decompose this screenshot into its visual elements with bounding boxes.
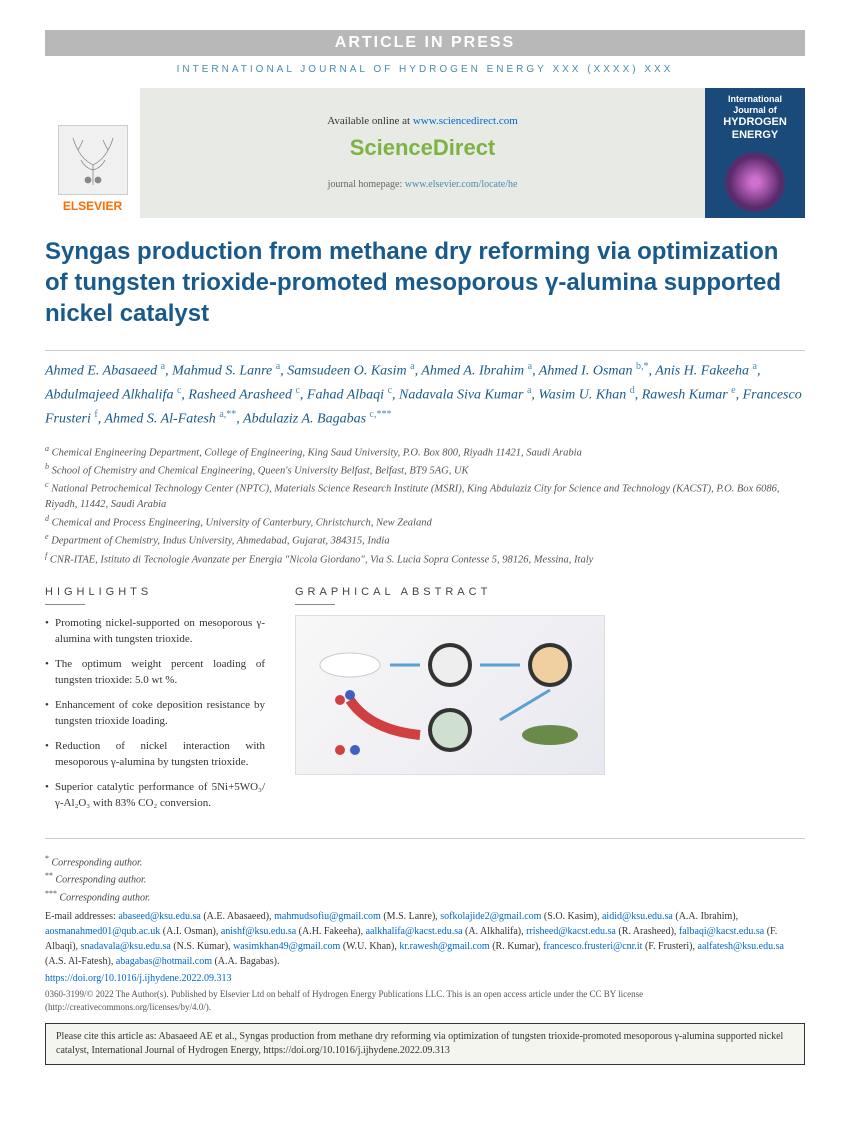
email-link[interactable]: aosmanahmed01@qub.ac.uk	[45, 926, 160, 937]
email-link[interactable]: aalkhalifa@kacst.edu.sa	[366, 926, 463, 937]
graphical-abstract-image	[295, 615, 605, 775]
corresponding-line: * Corresponding author.	[45, 853, 805, 870]
email-link[interactable]: abagabas@hotmail.com	[116, 956, 212, 967]
corresponding-line: ** Corresponding author.	[45, 870, 805, 887]
highlights-list: Promoting nickel-supported on mesoporous…	[45, 615, 265, 812]
homepage-prefix: journal homepage:	[328, 179, 405, 190]
affiliation-item: d Chemical and Process Engineering, Univ…	[45, 513, 805, 531]
author-list: Ahmed E. Abasaeed a, Mahmud S. Lanre a, …	[45, 359, 805, 431]
highlight-item: Promoting nickel-supported on mesoporous…	[45, 615, 265, 648]
doi-link[interactable]: https://doi.org/10.1016/j.ijhydene.2022.…	[45, 973, 805, 984]
affiliation-item: c National Petrochemical Technology Cent…	[45, 479, 805, 513]
title-divider	[45, 350, 805, 351]
footer-divider	[45, 838, 805, 839]
corresponding-authors: * Corresponding author.** Corresponding …	[45, 853, 805, 905]
article-in-press-banner: ARTICLE IN PRESS	[45, 30, 805, 56]
graphical-abstract-heading: GRAPHICAL ABSTRACT	[295, 586, 805, 598]
graphical-abstract-column: GRAPHICAL ABSTRACT	[295, 586, 805, 820]
highlights-column: HIGHLIGHTS Promoting nickel-supported on…	[45, 586, 265, 820]
journal-cover-thumbnail: International Journal of HYDROGEN ENERGY	[705, 88, 805, 218]
email-link[interactable]: aidid@ksu.edu.sa	[602, 911, 673, 922]
affiliation-item: b School of Chemistry and Chemical Engin…	[45, 461, 805, 479]
email-link[interactable]: rrisheed@kacst.edu.sa	[526, 926, 616, 937]
email-link[interactable]: francesco.frusteri@cnr.it	[543, 941, 642, 952]
email-link[interactable]: falbaqi@kacst.edu.sa	[679, 926, 764, 937]
corresponding-line: *** Corresponding author.	[45, 888, 805, 905]
affiliation-item: f CNR-ITAE, Istituto di Tecnologie Avanz…	[45, 550, 805, 568]
email-link[interactable]: sofkolajide2@gmail.com	[440, 911, 541, 922]
highlight-item: The optimum weight percent loading of tu…	[45, 656, 265, 689]
highlight-item: Reduction of nickel interaction with mes…	[45, 738, 265, 771]
affiliation-item: e Department of Chemistry, Indus Univers…	[45, 531, 805, 549]
cover-graphic	[725, 152, 785, 212]
email-link[interactable]: anishf@ksu.edu.sa	[221, 926, 296, 937]
available-prefix: Available online at	[327, 115, 413, 127]
homepage-url[interactable]: www.elsevier.com/locate/he	[405, 179, 518, 190]
elsevier-tree-icon	[58, 125, 128, 195]
highlights-rule	[45, 604, 85, 605]
affiliation-list: a Chemical Engineering Department, Colle…	[45, 443, 805, 568]
cover-title: International Journal of HYDROGEN ENERGY	[711, 94, 799, 142]
email-link[interactable]: mahmudsofiu@gmail.com	[274, 911, 381, 922]
available-online-text: Available online at www.sciencedirect.co…	[327, 115, 518, 127]
copyright-notice: 0360-3199/© 2022 The Author(s). Publishe…	[45, 988, 805, 1013]
citation-box: Please cite this article as: Abasaeed AE…	[45, 1023, 805, 1065]
sciencedirect-url[interactable]: www.sciencedirect.com	[413, 115, 518, 127]
sciencedirect-panel: Available online at www.sciencedirect.co…	[140, 88, 705, 218]
journal-citation-line: INTERNATIONAL JOURNAL OF HYDROGEN ENERGY…	[45, 56, 805, 83]
email-link[interactable]: aalfatesh@ksu.edu.sa	[698, 941, 784, 952]
highlights-heading: HIGHLIGHTS	[45, 586, 265, 598]
email-link[interactable]: snadavala@ksu.edu.sa	[81, 941, 171, 952]
email-addresses: E-mail addresses: abaseed@ksu.edu.sa (A.…	[45, 909, 805, 969]
affiliation-item: a Chemical Engineering Department, Colle…	[45, 443, 805, 461]
highlight-item: Superior catalytic performance of 5Ni+5W…	[45, 779, 265, 812]
article-title: Syngas production from methane dry refor…	[45, 236, 805, 330]
highlight-item: Enhancement of coke deposition resistanc…	[45, 697, 265, 730]
publisher-banner: ELSEVIER Available online at www.science…	[45, 88, 805, 218]
sciencedirect-logo: ScienceDirect	[350, 135, 496, 161]
ga-rule	[295, 604, 335, 605]
email-link[interactable]: kr.rawesh@gmail.com	[399, 941, 489, 952]
homepage-text: journal homepage: www.elsevier.com/locat…	[328, 179, 518, 190]
email-link[interactable]: abaseed@ksu.edu.sa	[118, 911, 201, 922]
email-link[interactable]: wasimkhan49@gmail.com	[233, 941, 340, 952]
elsevier-logo-block: ELSEVIER	[45, 88, 140, 218]
elsevier-wordmark: ELSEVIER	[63, 199, 122, 213]
